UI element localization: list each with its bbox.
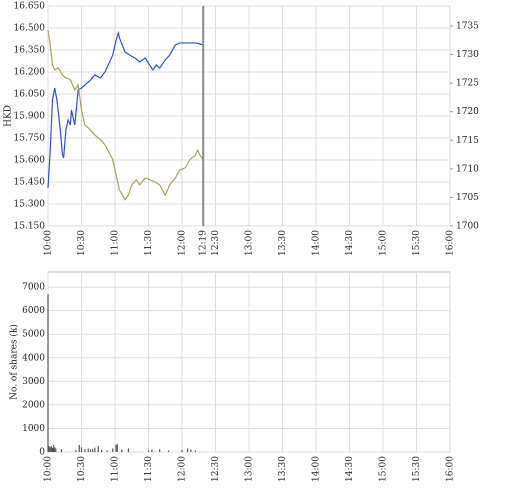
- y-axis-label: No. of shares (k): [9, 324, 20, 400]
- x-tick-label: 15:00: [379, 456, 389, 482]
- y2-tick-label: 1720: [456, 107, 479, 117]
- y-tick-label: 6000: [22, 306, 45, 316]
- volume-bar: [89, 449, 92, 452]
- volume-bar: [80, 447, 83, 452]
- y-tick-label: 15.450: [14, 178, 46, 188]
- volume-bar: [121, 449, 123, 452]
- x-tick-label: 12:30: [211, 230, 221, 256]
- y2-tick-label: 1735: [456, 22, 479, 32]
- y-tick-label: 16.350: [14, 46, 46, 56]
- y-tick-label: 0: [39, 448, 45, 458]
- volume-bar: [112, 448, 114, 452]
- x-tick-label: 12:00: [178, 456, 188, 482]
- x-tick-label: 13:00: [245, 230, 255, 256]
- x-tick-label: 14:30: [345, 456, 355, 482]
- volume-bar: [52, 444, 55, 452]
- y-tick-label: 15.900: [14, 112, 46, 122]
- volume-bar: [127, 448, 129, 452]
- volume-bar: [194, 450, 196, 452]
- volume-bar: [54, 447, 56, 452]
- volume-bar: [49, 447, 51, 452]
- x-tick-label: 11:30: [144, 456, 154, 482]
- x-tick-label: 14:00: [312, 230, 322, 256]
- x-tick-label: 16:00: [446, 456, 456, 482]
- y-tick-label: 15.150: [14, 222, 46, 232]
- volume-bar: [87, 448, 89, 452]
- volume-bar: [106, 450, 108, 452]
- volume-bar: [181, 450, 183, 452]
- x-tick-label: 13:30: [278, 456, 288, 482]
- y2-tick-label: 1730: [456, 50, 479, 60]
- volume-bar: [190, 449, 192, 452]
- y-tick-label: 16.500: [14, 24, 46, 34]
- y-tick-label: 5000: [22, 330, 45, 340]
- volume-bar: [78, 444, 80, 452]
- y-tick-label: 15.750: [14, 134, 46, 144]
- x-tick-label: 10:00: [44, 456, 54, 482]
- x-tick-label: 14:30: [345, 230, 355, 256]
- x-tick-label: 13:00: [245, 456, 255, 482]
- volume-bar: [47, 294, 49, 452]
- y-tick-label: 16.050: [14, 90, 46, 100]
- now-label: 12:19: [199, 230, 209, 256]
- volume-bar: [168, 450, 170, 452]
- x-tick-label: 12:00: [178, 230, 188, 256]
- volume-bar: [51, 447, 54, 452]
- y2-tick-label: 1705: [456, 193, 479, 203]
- y2-tick-label: 1700: [456, 222, 479, 232]
- price-line: [47, 30, 204, 189]
- y-tick-label: 4000: [22, 353, 45, 363]
- volume-bar: [115, 444, 117, 452]
- volume-bar: [186, 448, 189, 452]
- price-line: [47, 29, 204, 201]
- x-tick-label: 10:30: [77, 456, 87, 482]
- x-tick-label: 11:30: [144, 230, 154, 256]
- y-tick-label: 3000: [22, 377, 45, 387]
- x-tick-label: 12:30: [211, 456, 221, 482]
- y-tick-label: 16.650: [14, 2, 46, 12]
- y-tick-label: 1000: [22, 424, 45, 434]
- volume-bar: [75, 450, 77, 452]
- y-axis-label: HKD: [4, 105, 14, 127]
- volume-bar: [147, 450, 150, 452]
- x-tick-label: 16:00: [446, 230, 456, 256]
- x-tick-label: 11:00: [111, 230, 121, 256]
- x-tick-label: 15:00: [379, 230, 389, 256]
- x-tick-label: 10:30: [77, 230, 87, 256]
- volume-bar: [116, 443, 118, 452]
- volume-bar: [60, 449, 62, 452]
- x-tick-label: 11:00: [111, 456, 121, 482]
- y-tick-label: 16.200: [14, 68, 46, 78]
- y2-tick-label: 1715: [456, 136, 479, 146]
- y-tick-label: 7000: [22, 283, 45, 293]
- volume-bar: [159, 449, 161, 452]
- y-tick-label: 15.300: [14, 200, 46, 210]
- volume-bar: [97, 446, 99, 452]
- volume-bar: [94, 447, 96, 452]
- y-tick-label: 2000: [22, 400, 45, 410]
- x-tick-label: 13:30: [278, 230, 288, 256]
- volume-bar: [84, 449, 86, 452]
- volume-bar: [55, 448, 57, 452]
- y-tick-label: 15.600: [14, 156, 46, 166]
- volume-bar: [101, 449, 103, 452]
- x-tick-label: 10:00: [44, 230, 54, 256]
- y2-tick-label: 1710: [456, 164, 479, 174]
- x-tick-label: 15:30: [412, 230, 422, 256]
- x-tick-label: 14:00: [312, 456, 322, 482]
- volume-bar: [92, 448, 94, 452]
- y2-tick-label: 1725: [456, 79, 479, 89]
- volume-bar: [50, 446, 52, 452]
- volume-bar: [151, 449, 153, 452]
- x-tick-label: 15:30: [412, 456, 422, 482]
- volume-bar: [48, 446, 50, 452]
